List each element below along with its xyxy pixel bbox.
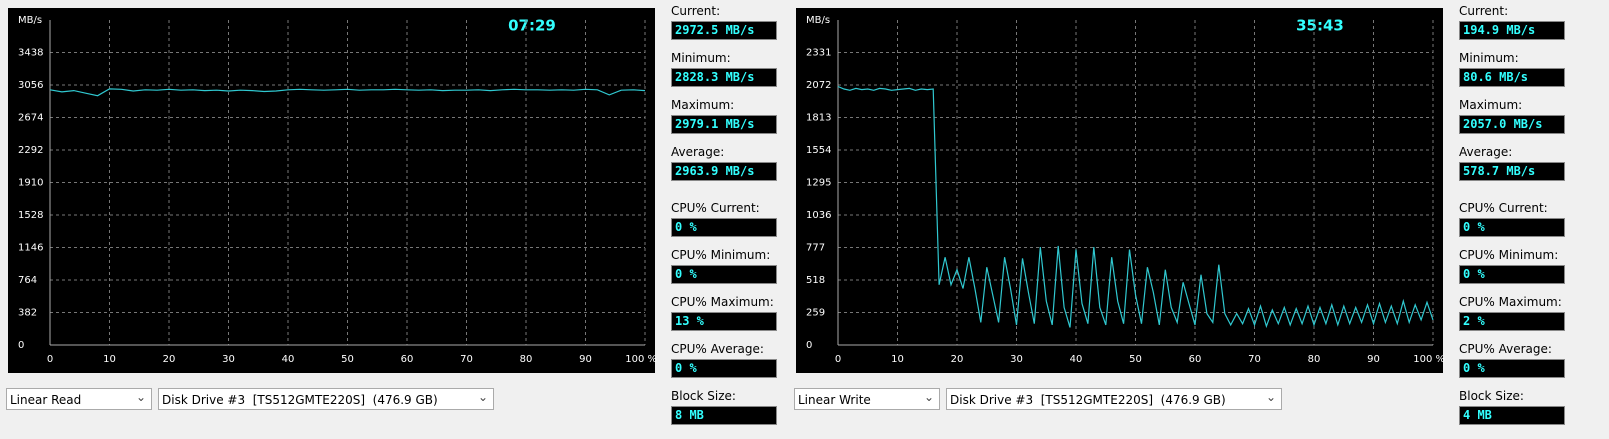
y-tick-label: 3056 <box>18 80 43 91</box>
y-axis-label: MB/s <box>18 15 42 26</box>
stat-label: Block Size: <box>671 389 736 403</box>
x-tick-label: 20 <box>951 354 964 365</box>
x-tick-label: 0 <box>47 354 53 365</box>
elapsed-time: 07:29 <box>508 17 556 35</box>
y-tick-label: 3438 <box>18 48 43 59</box>
y-tick-label: 1036 <box>806 210 831 221</box>
stat-label: CPU% Minimum: <box>671 248 771 262</box>
stat-label: Maximum: <box>671 98 735 112</box>
stat-label: CPU% Maximum: <box>1459 295 1562 309</box>
y-tick-label: 2072 <box>806 80 831 91</box>
x-tick-label: 10 <box>103 354 116 365</box>
x-tick-label: 100 % <box>625 354 657 365</box>
stat-label: Minimum: <box>1459 51 1519 65</box>
y-tick-label: 382 <box>18 308 37 319</box>
stat-label: CPU% Current: <box>671 201 760 215</box>
test-dropdown[interactable]: Linear Read <box>6 386 152 410</box>
stat-value: 4 MB <box>1459 406 1565 425</box>
x-tick-label: 60 <box>1189 354 1202 365</box>
stat-value: 2979.1 MB/s <box>671 115 777 134</box>
elapsed-time: 35:43 <box>1296 17 1344 35</box>
stat-value: 2963.9 MB/s <box>671 162 777 181</box>
drive-dropdown[interactable]: Disk Drive #3 [TS512GMTE220S] (476.9 GB) <box>158 386 494 410</box>
y-tick-label: 2292 <box>18 145 43 156</box>
stat-value: 80.6 MB/s <box>1459 68 1565 87</box>
x-tick-label: 0 <box>835 354 841 365</box>
y-tick-label: 777 <box>806 243 825 254</box>
stat-value: 0 % <box>1459 218 1565 237</box>
stat-value: 0 % <box>1459 265 1565 284</box>
x-tick-label: 30 <box>222 354 235 365</box>
y-axis-label: MB/s <box>806 15 830 26</box>
stat-label: Average: <box>1459 145 1513 159</box>
data-line <box>837 85 1434 329</box>
y-tick-label: 0 <box>18 340 24 351</box>
y-tick-label: 1528 <box>18 210 43 221</box>
y-tick-label: 1295 <box>806 178 831 189</box>
y-tick-label: 259 <box>806 308 825 319</box>
stat-value: 0 % <box>671 265 777 284</box>
x-tick-label: 100 % <box>1413 354 1445 365</box>
stat-label: CPU% Average: <box>671 342 764 356</box>
test-dropdown[interactable]: Linear Write <box>794 386 940 410</box>
x-tick-label: 80 <box>520 354 533 365</box>
x-tick-label: 50 <box>341 354 354 365</box>
x-tick-label: 70 <box>1248 354 1261 365</box>
x-tick-label: 10 <box>891 354 904 365</box>
stat-label: Maximum: <box>1459 98 1523 112</box>
y-tick-label: 1910 <box>18 178 43 189</box>
x-tick-label: 70 <box>460 354 473 365</box>
stat-label: Block Size: <box>1459 389 1524 403</box>
stat-value: 2057.0 MB/s <box>1459 115 1565 134</box>
stat-label: CPU% Current: <box>1459 201 1548 215</box>
chart-background <box>8 8 655 373</box>
y-tick-label: 518 <box>806 275 825 286</box>
y-tick-label: 1813 <box>806 113 831 124</box>
x-tick-label: 60 <box>401 354 414 365</box>
y-tick-label: 2331 <box>806 48 831 59</box>
stat-value: 2972.5 MB/s <box>671 21 777 40</box>
stat-label: CPU% Average: <box>1459 342 1552 356</box>
stat-label: CPU% Minimum: <box>1459 248 1559 262</box>
stat-label: CPU% Maximum: <box>671 295 774 309</box>
x-tick-label: 50 <box>1129 354 1142 365</box>
y-tick-label: 0 <box>806 340 812 351</box>
chart-background <box>796 8 1443 373</box>
x-tick-label: 80 <box>1308 354 1321 365</box>
stat-value: 8 MB <box>671 406 777 425</box>
x-tick-label: 20 <box>163 354 176 365</box>
x-tick-label: 40 <box>282 354 295 365</box>
x-tick-label: 30 <box>1010 354 1023 365</box>
stat-value: 2828.3 MB/s <box>671 68 777 87</box>
x-tick-label: 90 <box>579 354 592 365</box>
x-tick-label: 40 <box>1070 354 1083 365</box>
y-tick-label: 2674 <box>18 113 43 124</box>
data-line <box>49 88 646 97</box>
stat-label: Average: <box>671 145 725 159</box>
stat-value: 13 % <box>671 312 777 331</box>
stat-value: 0 % <box>671 218 777 237</box>
stat-value: 0 % <box>1459 359 1565 378</box>
x-tick-label: 90 <box>1367 354 1380 365</box>
stat-value: 2 % <box>1459 312 1565 331</box>
stat-value: 578.7 MB/s <box>1459 162 1565 181</box>
y-tick-label: 1554 <box>806 145 831 156</box>
stat-label: Current: <box>671 4 721 18</box>
y-tick-label: 1146 <box>18 243 43 254</box>
stat-value: 194.9 MB/s <box>1459 21 1565 40</box>
drive-dropdown[interactable]: Disk Drive #3 [TS512GMTE220S] (476.9 GB) <box>946 386 1282 410</box>
stat-value: 0 % <box>671 359 777 378</box>
y-tick-label: 764 <box>18 275 37 286</box>
stat-label: Minimum: <box>671 51 731 65</box>
stat-label: Current: <box>1459 4 1509 18</box>
